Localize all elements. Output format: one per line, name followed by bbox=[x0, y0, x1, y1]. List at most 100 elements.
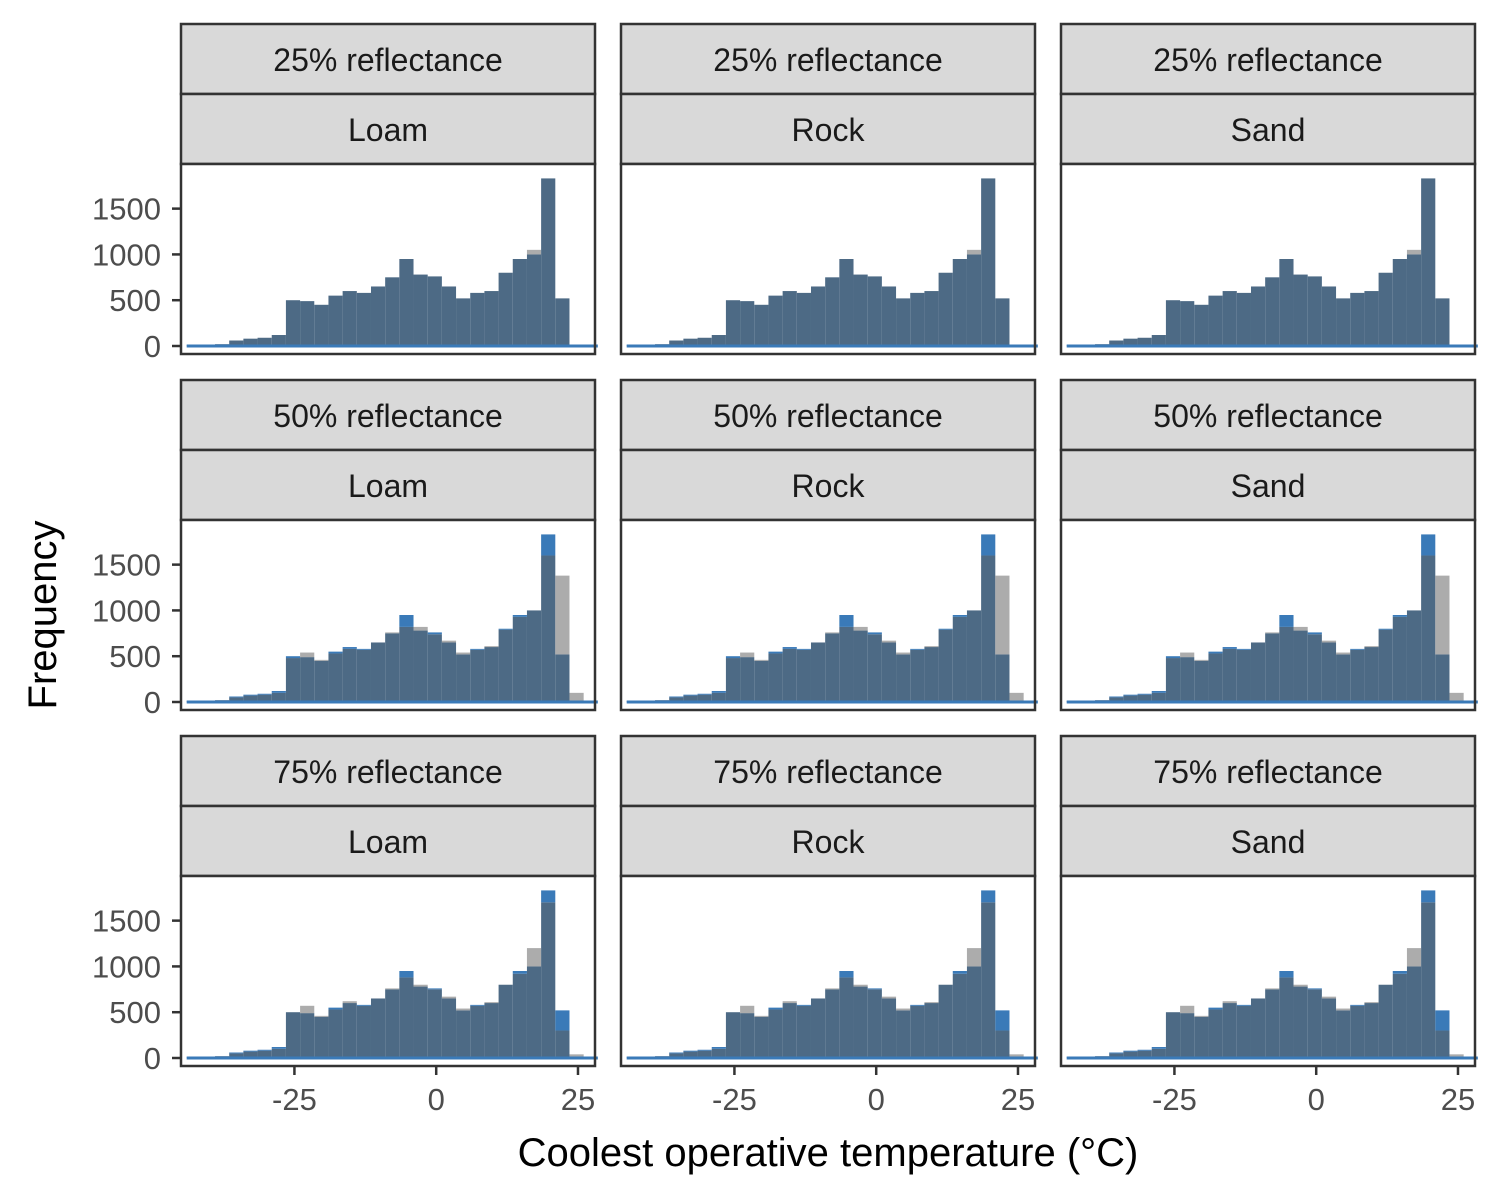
histogram-bar-blue bbox=[285, 656, 301, 659]
y-tick-label: 0 bbox=[144, 329, 161, 364]
histogram-bar-blue bbox=[470, 1004, 485, 1006]
histogram-bar-overlap bbox=[924, 1003, 939, 1058]
histogram-bar-overlap bbox=[910, 1005, 925, 1058]
x-tick-label: -25 bbox=[1152, 1082, 1197, 1117]
histogram-bar-gray bbox=[1222, 1001, 1237, 1004]
strip-row bbox=[619, 734, 1037, 808]
histogram-bar-overlap bbox=[1392, 259, 1407, 346]
histogram-bar-overlap bbox=[1222, 291, 1237, 346]
histogram-bar-overlap bbox=[385, 277, 400, 346]
histogram-bar-overlap bbox=[342, 648, 357, 702]
histogram-bar-gray bbox=[1449, 1054, 1464, 1058]
histogram-bar-blue bbox=[768, 651, 783, 654]
histogram-bar-overlap bbox=[370, 642, 386, 702]
histogram-bar-blue bbox=[243, 694, 258, 696]
histogram-bar-overlap bbox=[356, 1005, 371, 1058]
histogram-bar-blue bbox=[995, 1010, 1010, 1031]
histogram-bar-gray bbox=[413, 984, 428, 987]
histogram-bar-overlap bbox=[754, 660, 769, 702]
strip-row-label: 25% reflectance bbox=[1153, 42, 1382, 78]
histogram-bar-overlap bbox=[711, 692, 726, 702]
histogram-bar-overlap bbox=[385, 989, 400, 1058]
histogram-bar-blue bbox=[910, 648, 925, 650]
histogram-bar-overlap bbox=[1435, 1030, 1450, 1058]
histogram-bar-overlap bbox=[328, 653, 343, 702]
histogram-bar-overlap bbox=[427, 989, 442, 1058]
strip-col-label: Sand bbox=[1231, 468, 1306, 504]
histogram-bar-blue bbox=[470, 648, 485, 650]
panel-border bbox=[619, 874, 1037, 1068]
histogram-bar-overlap bbox=[399, 977, 414, 1058]
histogram-bar-overlap bbox=[271, 692, 286, 702]
panel-border bbox=[179, 518, 597, 712]
histogram-bar-gray bbox=[569, 1054, 584, 1058]
histogram-bar-overlap bbox=[669, 1053, 684, 1058]
histogram-bar-overlap bbox=[825, 277, 840, 346]
histogram-bar-overlap bbox=[1194, 1016, 1209, 1058]
histogram-bar-gray bbox=[456, 652, 471, 655]
histogram-bar-blue bbox=[427, 632, 442, 635]
histogram-bar-overlap bbox=[1194, 660, 1209, 702]
histogram-bar-blue bbox=[1137, 693, 1152, 695]
histogram-bar-overlap bbox=[1350, 1005, 1365, 1058]
histogram-bar-overlap bbox=[229, 340, 244, 346]
x-tick-label: -25 bbox=[712, 1082, 757, 1117]
histogram-bar-overlap bbox=[754, 1016, 769, 1058]
strip-col-label: Rock bbox=[792, 468, 866, 504]
panel-border bbox=[179, 874, 597, 1068]
histogram-bar-gray bbox=[1364, 1002, 1379, 1004]
histogram-bar-overlap bbox=[1307, 276, 1322, 346]
y-tick-label: 1500 bbox=[92, 904, 161, 939]
strip-col bbox=[179, 92, 597, 166]
histogram-bar-blue bbox=[683, 694, 698, 696]
histogram-bar-overlap bbox=[370, 998, 386, 1058]
histogram-bar-overlap bbox=[1250, 998, 1266, 1058]
y-tick-label: 1000 bbox=[92, 237, 161, 272]
histogram-bar-overlap bbox=[526, 966, 542, 1058]
histogram-bar-overlap bbox=[867, 989, 882, 1058]
histogram-bar-overlap bbox=[1378, 272, 1393, 346]
histogram-bar-blue bbox=[796, 648, 811, 650]
histogram-bar-overlap bbox=[796, 649, 811, 702]
histogram-bar-overlap bbox=[243, 695, 258, 702]
histogram-bar-overlap bbox=[782, 291, 797, 346]
histogram-bar-overlap bbox=[796, 1005, 811, 1058]
histogram-bar-gray bbox=[1321, 640, 1337, 643]
histogram-bar-overlap bbox=[1180, 657, 1195, 702]
histogram-bar-overlap bbox=[470, 649, 485, 702]
histogram-bar-overlap bbox=[1421, 555, 1436, 702]
histogram-bar-overlap bbox=[952, 973, 967, 1058]
facet-panel: 25% reflectance Loam 0 500 1000 1500 bbox=[92, 22, 598, 364]
y-tick-label: 1000 bbox=[92, 593, 161, 628]
histogram-bar-overlap bbox=[825, 633, 840, 702]
histogram-bar-blue bbox=[711, 1047, 726, 1049]
histogram-bar-overlap bbox=[441, 286, 457, 346]
histogram-bar-overlap bbox=[498, 272, 513, 346]
histogram-bar-blue bbox=[1378, 628, 1393, 630]
histogram-bar-blue bbox=[1208, 651, 1223, 654]
histogram-bar-overlap bbox=[541, 902, 556, 1058]
histogram-bar-gray bbox=[385, 632, 400, 634]
histogram-bar-overlap bbox=[683, 1051, 698, 1058]
strip-row-label: 50% reflectance bbox=[1153, 398, 1382, 434]
histogram-bar-overlap bbox=[1109, 1053, 1124, 1058]
histogram-bar-overlap bbox=[441, 998, 457, 1058]
histogram-bar-overlap bbox=[697, 337, 712, 346]
histogram-bar-gray bbox=[555, 575, 570, 655]
histogram-bar-gray bbox=[966, 948, 982, 967]
x-tick-label: 0 bbox=[868, 1082, 885, 1117]
histogram-bar-blue bbox=[1151, 691, 1166, 693]
histogram-bar-overlap bbox=[300, 657, 315, 702]
strip-col bbox=[1059, 804, 1477, 878]
histogram-bar-overlap bbox=[966, 966, 982, 1058]
histogram-bar-gray bbox=[1364, 646, 1379, 648]
histogram-bar-gray bbox=[484, 646, 499, 648]
histogram-bar-overlap bbox=[1307, 989, 1322, 1058]
histogram-bar-blue bbox=[1222, 647, 1237, 649]
histogram-bar-overlap bbox=[1293, 274, 1308, 346]
histogram-bar-blue bbox=[1279, 615, 1294, 627]
histogram-bar-blue bbox=[867, 632, 882, 635]
histogram-bar-overlap bbox=[1208, 653, 1223, 702]
facet-panel: 25% reflectance Sand bbox=[1059, 22, 1478, 356]
histogram-bar-overlap bbox=[1293, 986, 1308, 1058]
